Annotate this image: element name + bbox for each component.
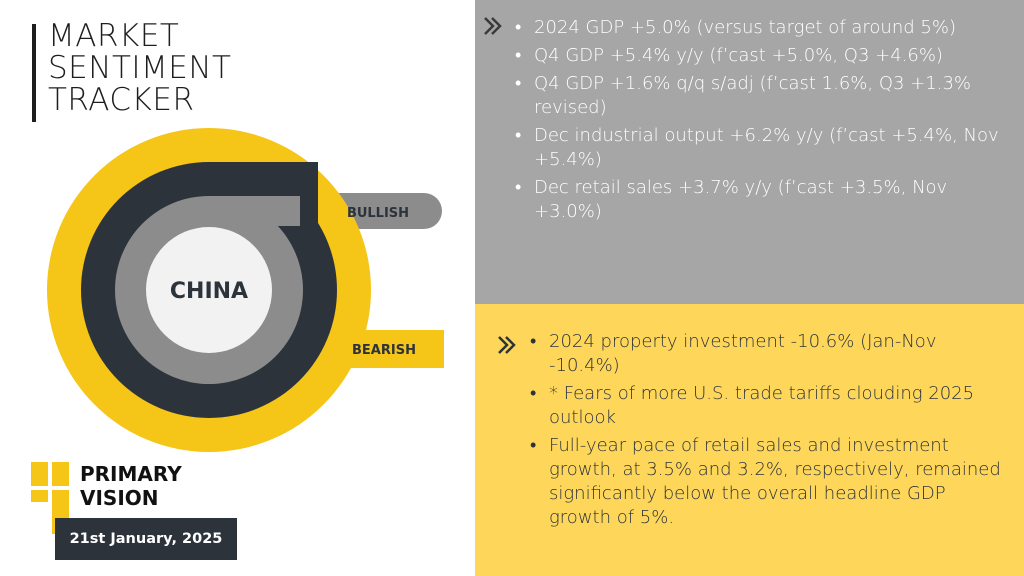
bullish-panel: 2024 GDP +5.0% (versus target of around …	[475, 0, 1024, 304]
center-label: CHINA	[170, 279, 248, 304]
brand-name: PRIMARY VISION	[80, 462, 182, 510]
grey-band	[209, 196, 300, 226]
list-item: Q4 GDP +5.4% y/y (f’cast +5.0%, Q3 +4.6%…	[513, 44, 1013, 68]
chevron-right-icon	[498, 336, 516, 354]
chevron-right-icon	[484, 17, 502, 35]
brand-name-line-2: VISION	[80, 486, 159, 510]
list-item: 2024 GDP +5.0% (versus target of around …	[513, 16, 1013, 40]
bearish-bar	[340, 330, 444, 368]
bearish-list: 2024 property investment -10.6% (Jan-Nov…	[528, 330, 1008, 534]
list-item: Full-year pace of retail sales and inves…	[528, 434, 1008, 530]
left-panel: MARKET SENTIMENT TRACKER CHINA BULLISH B…	[0, 0, 475, 576]
list-item: Dec industrial output +6.2% y/y (f’cast …	[513, 124, 1013, 172]
bullish-list: 2024 GDP +5.0% (versus target of around …	[513, 16, 1013, 228]
page-title: MARKET SENTIMENT TRACKER	[48, 20, 308, 116]
title-line-1: MARKET	[48, 18, 180, 54]
brand-name-line-1: PRIMARY	[80, 462, 182, 486]
title-line-2: SENTIMENT	[48, 50, 232, 86]
bullish-label: BULLISH	[347, 206, 409, 221]
title-accent-bar	[32, 24, 36, 122]
sentiment-gauge: CHINA BULLISH BEARISH	[47, 128, 444, 452]
list-item: 2024 property investment -10.6% (Jan-Nov…	[528, 330, 1008, 378]
date-badge: 21st January, 2025	[55, 518, 237, 560]
bearish-label: BEARISH	[352, 343, 416, 358]
bearish-panel: 2024 property investment -10.6% (Jan-Nov…	[475, 304, 1024, 576]
center-circle	[146, 227, 272, 353]
title-line-3: TRACKER	[48, 82, 195, 118]
list-item: Dec retail sales +3.7% y/y (f’cast +3.5%…	[513, 176, 1013, 224]
list-item: * Fears of more U.S. trade tariffs cloud…	[528, 382, 1008, 430]
list-item: Q4 GDP +1.6% q/q s/adj (f’cast 1.6%, Q3 …	[513, 72, 1013, 120]
